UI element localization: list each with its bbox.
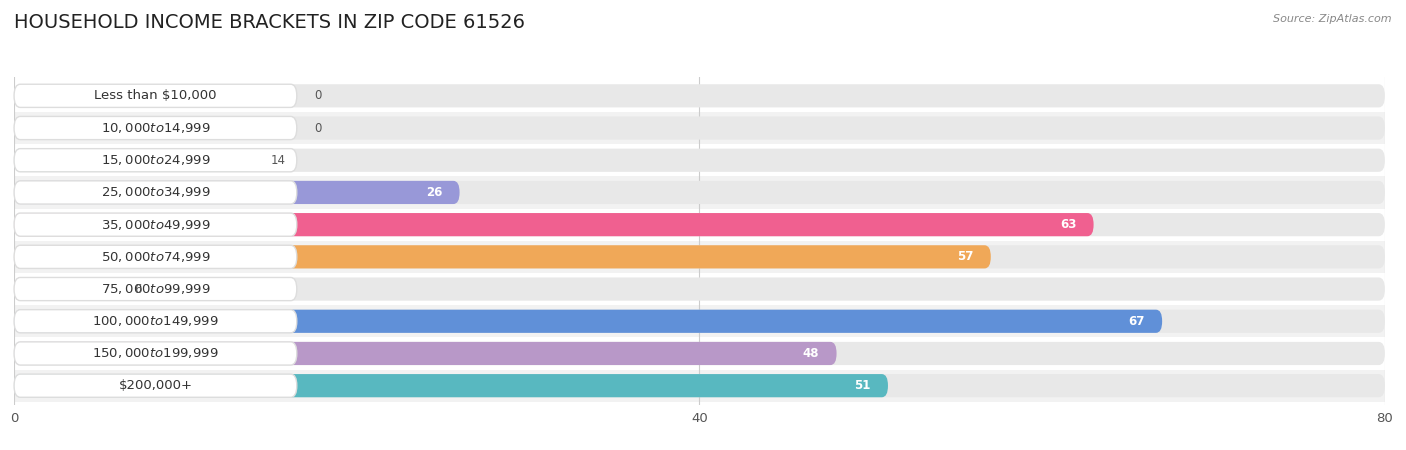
Bar <box>14 305 1385 338</box>
FancyBboxPatch shape <box>14 84 1385 108</box>
Text: 57: 57 <box>957 250 973 263</box>
Bar <box>14 338 1385 369</box>
Text: $75,000 to $99,999: $75,000 to $99,999 <box>101 282 211 296</box>
FancyBboxPatch shape <box>14 374 1385 397</box>
FancyBboxPatch shape <box>14 342 297 365</box>
Text: Less than $10,000: Less than $10,000 <box>94 89 217 102</box>
FancyBboxPatch shape <box>14 117 297 140</box>
FancyBboxPatch shape <box>14 278 1385 301</box>
Text: 51: 51 <box>855 379 870 392</box>
FancyBboxPatch shape <box>14 181 1385 204</box>
FancyBboxPatch shape <box>14 278 117 301</box>
Bar <box>14 176 1385 208</box>
Text: 26: 26 <box>426 186 443 199</box>
FancyBboxPatch shape <box>14 117 1385 140</box>
FancyBboxPatch shape <box>14 342 837 365</box>
FancyBboxPatch shape <box>14 245 297 269</box>
Text: $35,000 to $49,999: $35,000 to $49,999 <box>101 218 211 232</box>
Text: HOUSEHOLD INCOME BRACKETS IN ZIP CODE 61526: HOUSEHOLD INCOME BRACKETS IN ZIP CODE 61… <box>14 14 524 32</box>
Text: 6: 6 <box>134 283 142 296</box>
Text: 48: 48 <box>803 347 820 360</box>
Text: $150,000 to $199,999: $150,000 to $199,999 <box>93 346 219 360</box>
FancyBboxPatch shape <box>14 148 254 172</box>
Text: 0: 0 <box>314 122 322 135</box>
Text: 0: 0 <box>314 89 322 102</box>
Text: $100,000 to $149,999: $100,000 to $149,999 <box>93 314 219 328</box>
Text: Source: ZipAtlas.com: Source: ZipAtlas.com <box>1274 14 1392 23</box>
Bar <box>14 241 1385 273</box>
FancyBboxPatch shape <box>14 148 1385 172</box>
Bar <box>14 112 1385 144</box>
FancyBboxPatch shape <box>14 278 297 301</box>
Bar <box>14 208 1385 241</box>
FancyBboxPatch shape <box>14 213 297 236</box>
Text: 14: 14 <box>271 154 285 167</box>
Bar <box>14 273 1385 305</box>
FancyBboxPatch shape <box>14 374 297 397</box>
Text: $25,000 to $34,999: $25,000 to $34,999 <box>101 185 211 199</box>
FancyBboxPatch shape <box>14 181 297 204</box>
FancyBboxPatch shape <box>14 213 1094 236</box>
Text: $200,000+: $200,000+ <box>118 379 193 392</box>
FancyBboxPatch shape <box>14 310 1163 333</box>
FancyBboxPatch shape <box>14 245 1385 269</box>
Text: 67: 67 <box>1129 315 1144 328</box>
FancyBboxPatch shape <box>14 342 1385 365</box>
FancyBboxPatch shape <box>14 213 1385 236</box>
FancyBboxPatch shape <box>14 374 889 397</box>
Text: 63: 63 <box>1060 218 1077 231</box>
FancyBboxPatch shape <box>14 181 460 204</box>
Text: $50,000 to $74,999: $50,000 to $74,999 <box>101 250 211 264</box>
Text: $15,000 to $24,999: $15,000 to $24,999 <box>101 153 211 167</box>
Bar <box>14 80 1385 112</box>
Text: $10,000 to $14,999: $10,000 to $14,999 <box>101 121 211 135</box>
Bar <box>14 144 1385 176</box>
Bar <box>14 369 1385 402</box>
FancyBboxPatch shape <box>14 310 297 333</box>
FancyBboxPatch shape <box>14 245 991 269</box>
FancyBboxPatch shape <box>14 310 1385 333</box>
FancyBboxPatch shape <box>14 148 297 172</box>
FancyBboxPatch shape <box>14 84 297 108</box>
